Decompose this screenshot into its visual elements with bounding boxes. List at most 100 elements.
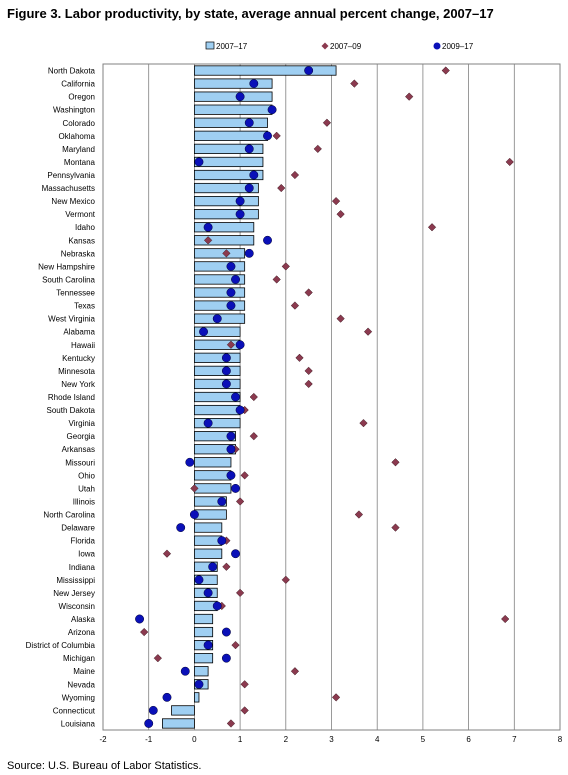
category-label: North Carolina [43,511,95,520]
bar [193,65,337,76]
bar [193,235,255,246]
bar [193,182,259,194]
category-label: Alaska [71,615,96,624]
circle-marker [244,144,254,154]
category-label: Idaho [75,223,96,232]
legend-label-diamond: 2007–09 [330,42,362,51]
diamond-marker [405,92,414,101]
bar [193,143,264,154]
circle-marker [235,209,245,219]
circle-marker [217,536,227,546]
circle-marker [226,431,236,441]
category-label: Florida [71,537,96,546]
category-label: South Carolina [42,275,95,284]
category-label: Tennessee [56,289,95,298]
circle-marker [189,510,199,519]
bar [193,561,218,572]
category-label: Louisiana [61,719,96,728]
category-label: Oregon [68,93,95,102]
legend-label-bar: 2007–17 [216,42,248,51]
category-label: Minnesota [58,367,95,376]
bar [193,248,246,259]
category-label: Georgia [67,432,96,441]
bar [193,391,241,403]
circle-marker [231,483,240,493]
diamond-marker [281,575,290,584]
category-label: Virginia [68,419,95,428]
bar [193,261,246,272]
circle-marker [226,444,236,454]
circle-marker [231,275,240,284]
circle-marker [244,118,254,128]
x-tick-label: 1 [238,735,243,744]
bar [193,509,227,520]
bar [193,418,241,429]
diamond-marker [363,327,373,336]
circle-marker [263,131,272,141]
category-label: Montana [64,158,96,167]
diamond-marker [272,131,281,140]
diamond-marker [391,523,400,532]
bar [193,117,268,128]
x-tick-label: 6 [466,735,471,744]
circle-marker [226,288,236,297]
x-axis-tick-labels: -2 -1 0 1 2 3 4 5 6 7 8 [99,735,562,744]
circle-marker [231,549,240,559]
category-label: South Dakota [47,406,96,415]
legend-label-circle: 2009–17 [442,42,474,51]
category-label: Texas [74,302,95,311]
legend-swatch-bar [205,41,215,50]
circle-marker [203,640,213,650]
category-label: California [61,80,95,89]
diamond-marker [304,288,313,297]
diamond-marker [354,510,364,519]
category-label: New York [61,380,96,389]
circle-marker [263,235,272,245]
bar [193,365,241,376]
diamond-marker [272,275,281,284]
bar [193,496,227,507]
diamond-marker [505,157,514,167]
bar [193,169,264,181]
bar [193,431,236,442]
markers-2009-17 [135,66,314,728]
x-tick-label: 5 [421,735,426,744]
circle-marker [226,301,236,311]
category-label: West Virginia [48,315,95,324]
circle-marker [162,692,172,702]
category-label: Kentucky [62,354,95,363]
diamond-marker [240,680,249,689]
category-label: Maryland [62,145,95,154]
circle-marker [244,183,254,193]
circle-marker [226,261,236,271]
diamond-marker [304,379,313,389]
circle-marker [185,457,195,467]
category-label: Iowa [78,550,95,559]
diamond-marker [235,497,245,506]
circle-marker [221,627,231,637]
bar [193,653,214,664]
bar [193,692,200,703]
diamond-marker [240,471,249,480]
x-tick-label: 0 [192,735,197,744]
diamond-marker [336,314,345,323]
bar [193,287,246,298]
diamond-marker [331,196,341,206]
x-tick-label: -2 [99,735,107,744]
circle-marker [304,66,314,75]
diamond-marker [295,353,304,362]
circle-marker [212,314,222,324]
category-label: District of Columbia [26,641,96,650]
category-label: Wyoming [62,693,95,702]
circle-marker [221,366,231,376]
diamond-marker [350,79,359,88]
bar [193,130,268,141]
bar [193,483,232,494]
circle-marker [235,405,245,415]
circle-marker [194,575,204,585]
legend-swatch-diamond [321,42,329,50]
diamond-marker [162,549,172,558]
category-label: North Dakota [48,67,96,76]
category-label: New Jersey [53,589,95,598]
category-label: Hawaii [71,341,95,350]
